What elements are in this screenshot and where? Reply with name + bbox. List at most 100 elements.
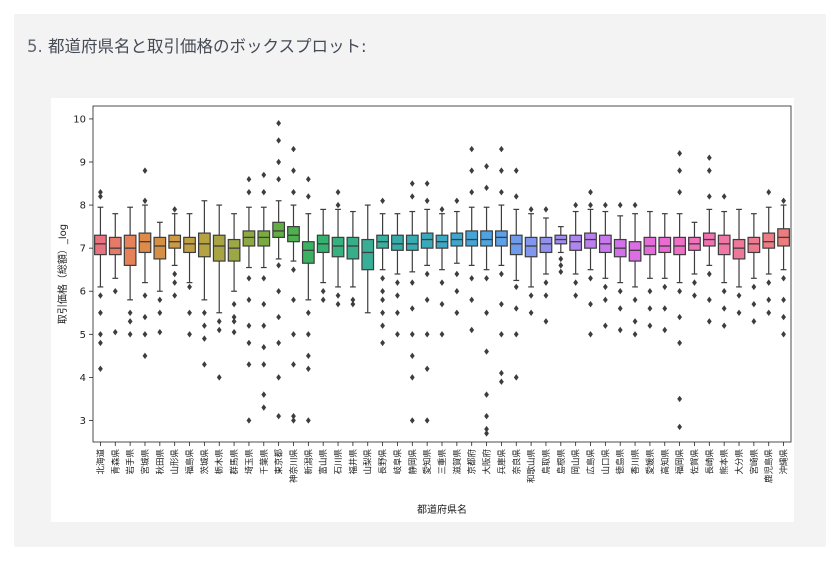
outlier-point xyxy=(543,292,549,299)
outlier-point xyxy=(528,292,534,299)
outlier-point xyxy=(98,339,103,347)
outlier-point xyxy=(142,292,148,299)
outlier-point xyxy=(409,180,415,187)
box-group xyxy=(272,120,286,420)
x-tick-label: 徳島県 xyxy=(615,449,626,475)
outlier-point xyxy=(291,167,296,174)
outlier-point xyxy=(543,279,549,286)
x-tick-label: 高知県 xyxy=(660,449,671,475)
box-group xyxy=(658,213,672,334)
boxplot-chart: 3 4 5 6 7 8 9 10 北海道 青森県 岩手県 宮城県 秋田県 山形県 福島県 茨城県 栃木県 群馬県… xyxy=(56,105,792,516)
outlier-point xyxy=(588,300,593,308)
outlier-point xyxy=(484,309,489,316)
outlier-point xyxy=(395,309,400,316)
outlier-point xyxy=(484,430,489,437)
box-group xyxy=(495,145,508,385)
outlier-point xyxy=(469,145,475,153)
outlier-point xyxy=(142,167,148,174)
outlier-point xyxy=(172,279,178,286)
box xyxy=(361,238,375,271)
section-title: 都道府県名と取引価格のボックスプロット: xyxy=(48,37,367,56)
outlier-point xyxy=(246,322,252,329)
outlier-point xyxy=(424,331,430,338)
outlier-point xyxy=(216,318,222,325)
box-group xyxy=(584,188,597,338)
outlier-point xyxy=(424,270,430,278)
box-group xyxy=(450,197,464,316)
x-tick-label: 京都府 xyxy=(467,449,478,475)
x-tick-label: 鹿児島県 xyxy=(764,449,775,484)
outlier-point xyxy=(98,309,103,316)
box-group xyxy=(376,197,389,347)
x-tick-label: 福岡県 xyxy=(675,449,686,475)
box xyxy=(272,221,286,238)
box-group xyxy=(331,188,345,308)
outlier-point xyxy=(142,352,148,360)
x-tick-label: 大分県 xyxy=(734,449,745,475)
box-group xyxy=(673,150,687,431)
box xyxy=(480,230,493,247)
plot-frame xyxy=(92,105,792,443)
outlier-point xyxy=(602,322,608,329)
outlier-point xyxy=(291,331,296,338)
box-group xyxy=(405,180,419,424)
outlier-point xyxy=(736,309,742,316)
box-group xyxy=(747,213,761,325)
outlier-point xyxy=(692,279,697,286)
outlier-point xyxy=(201,309,207,316)
section-heading: 5. 都道府県名と取引価格のボックスプロット: xyxy=(27,33,367,57)
x-tick-label: 静岡県 xyxy=(407,449,418,475)
outlier-point xyxy=(291,188,296,196)
outlier-point xyxy=(409,374,415,381)
outlier-point xyxy=(409,279,415,286)
box-group xyxy=(391,213,404,338)
box-group xyxy=(197,200,211,368)
outlier-point xyxy=(573,292,579,299)
outlier-point xyxy=(469,188,475,196)
box-group xyxy=(316,208,330,304)
x-tick-label: 福井県 xyxy=(348,449,359,475)
outlier-point xyxy=(484,391,489,398)
outlier-point xyxy=(276,158,282,166)
outlier-point xyxy=(157,309,163,316)
outlier-point xyxy=(231,300,237,308)
outlier-point xyxy=(201,335,207,342)
boxplot-figure: 3 4 5 6 7 8 9 10 北海道 青森県 岩手県 宮城県 秋田県 山形県 福島県 茨城県 栃木県 群馬県… xyxy=(51,98,794,522)
box xyxy=(287,226,300,243)
outlier-point xyxy=(706,167,712,174)
outlier-point xyxy=(677,288,683,295)
x-tick-label: 岩手県 xyxy=(125,449,136,475)
box xyxy=(183,236,196,254)
outlier-point xyxy=(201,361,207,368)
x-tick-label: 愛知県 xyxy=(422,449,433,475)
outlier-point xyxy=(513,193,519,200)
outlier-point xyxy=(261,344,267,351)
outlier-point xyxy=(454,288,460,295)
box-group xyxy=(717,193,731,329)
outlier-point xyxy=(602,283,608,291)
box xyxy=(138,232,152,254)
outlier-point xyxy=(246,188,252,196)
outlier-point xyxy=(246,339,252,347)
outlier-point xyxy=(216,326,222,334)
outlier-point xyxy=(98,292,103,299)
box xyxy=(391,234,404,251)
outlier-point xyxy=(409,193,415,200)
outlier-point xyxy=(454,270,460,278)
x-tick-label: 兵庫県 xyxy=(496,449,507,475)
outlier-point xyxy=(424,180,430,187)
outlier-point xyxy=(335,292,341,299)
outlier-point xyxy=(721,288,727,295)
outlier-point xyxy=(706,270,712,278)
outlier-point xyxy=(157,296,163,304)
outlier-point xyxy=(499,270,504,278)
box-group xyxy=(509,167,523,381)
y-tick-label: 8 xyxy=(80,201,86,212)
outlier-point xyxy=(781,275,786,282)
box-group xyxy=(702,154,716,325)
outlier-point xyxy=(261,404,267,411)
box xyxy=(524,236,538,258)
x-tick-label: 岡山県 xyxy=(571,449,582,475)
y-axis-label: 取引価格（総額）_log xyxy=(56,224,69,324)
box xyxy=(420,232,434,249)
